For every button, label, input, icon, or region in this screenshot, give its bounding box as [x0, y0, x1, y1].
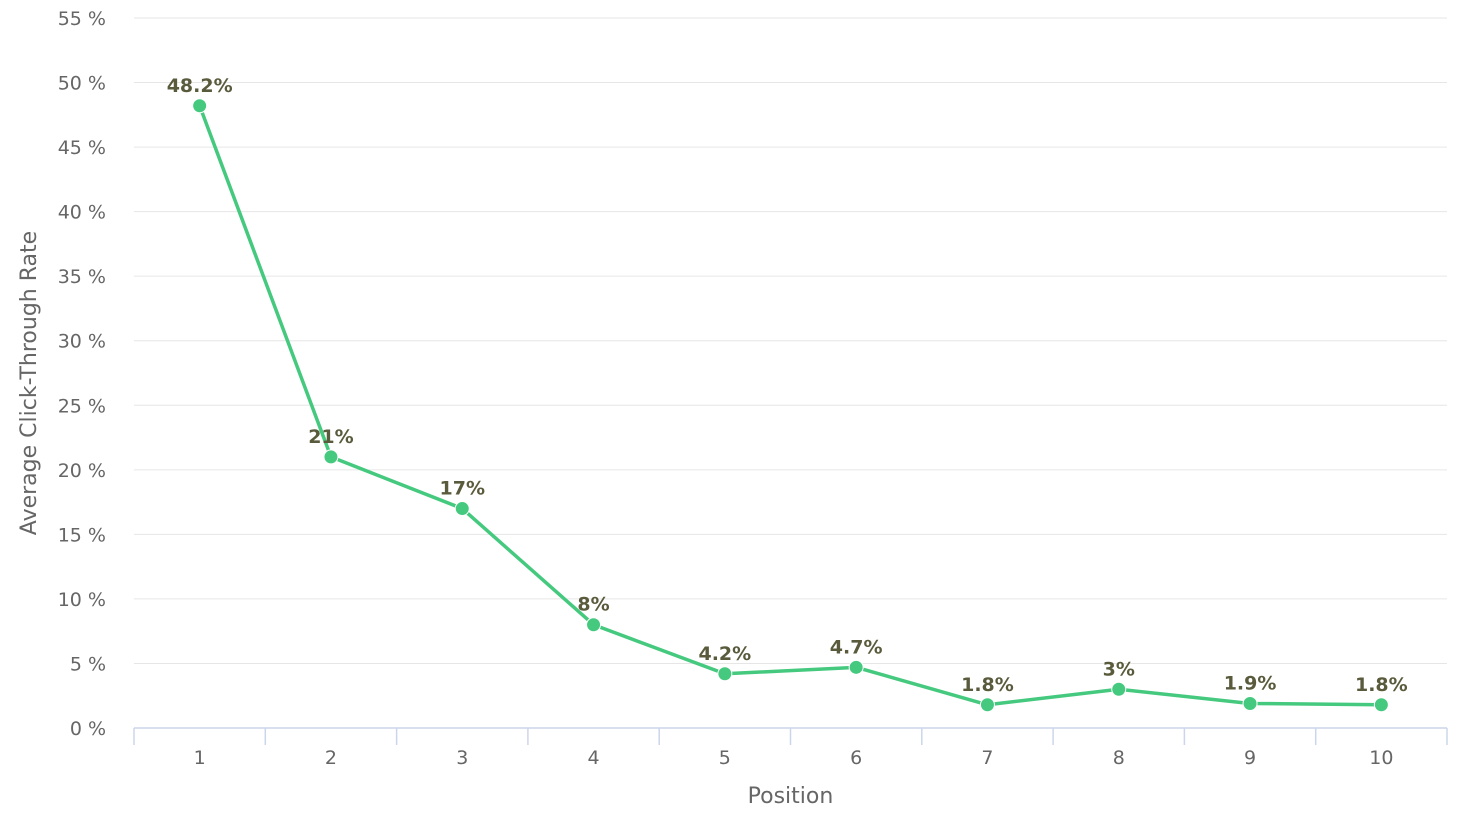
x-tick-label: 10 [1369, 747, 1393, 769]
data-point[interactable] [979, 697, 995, 713]
y-tick-label: 35 % [58, 266, 106, 288]
data-label: 1.8% [961, 674, 1014, 696]
y-tick-label: 20 % [58, 460, 106, 482]
y-tick-label: 30 % [58, 331, 106, 353]
y-axis-ticks: 0 % 5 % 10 % 15 % 20 % 25 % 30 % 35 % 40 % 45 % 50… [58, 8, 106, 740]
data-point[interactable] [1111, 681, 1127, 697]
data-label: 1.8% [1355, 674, 1408, 696]
y-tick-label: 55 % [58, 8, 106, 30]
y-tick-label: 5 % [70, 653, 106, 675]
x-tick-label: 2 [325, 747, 337, 769]
y-tick-label: 45 % [58, 137, 106, 159]
data-label: 48.2% [167, 75, 233, 97]
data-label: 1.9% [1224, 672, 1277, 694]
data-label: 4.2% [698, 643, 751, 665]
gridlines [134, 17, 1447, 664]
data-point[interactable] [586, 617, 602, 633]
data-point[interactable] [717, 666, 733, 682]
data-label: 3% [1103, 658, 1135, 680]
x-tick-label: 3 [456, 747, 468, 769]
x-tick-label: 8 [1113, 747, 1125, 769]
data-label: 4.7% [830, 636, 883, 658]
x-tick-label: 9 [1244, 747, 1256, 769]
x-tick-label: 5 [719, 747, 731, 769]
data-label: 17% [440, 478, 485, 500]
data-point[interactable] [454, 501, 470, 517]
data-point[interactable] [1373, 697, 1389, 713]
series-line [197, 104, 1384, 707]
data-labels: 48.2% 21% 17% 8% 4.2% 4.7% 1.8% 3% 1.9% 1.8% [167, 75, 1408, 696]
x-tick-label: 7 [981, 747, 993, 769]
x-tick-label: 6 [850, 747, 862, 769]
data-point[interactable] [848, 659, 864, 675]
x-axis: 1 2 3 4 5 6 7 8 9 10 [133, 727, 1448, 769]
y-tick-label: 0 % [70, 718, 106, 740]
y-tick-label: 50 % [58, 73, 106, 95]
data-label: 8% [577, 594, 609, 616]
y-tick-label: 40 % [58, 202, 106, 224]
data-point[interactable] [323, 449, 339, 465]
y-tick-label: 25 % [58, 395, 106, 417]
y-tick-label: 10 % [58, 589, 106, 611]
y-axis-title: Average Click-Through Rate [17, 231, 42, 535]
data-point[interactable] [192, 98, 208, 114]
data-label: 21% [308, 426, 353, 448]
x-tick-label: 1 [194, 747, 206, 769]
series-layer [192, 98, 1389, 713]
y-tick-label: 15 % [58, 524, 106, 546]
x-axis-title: Position [748, 784, 834, 809]
data-point[interactable] [1242, 695, 1258, 711]
x-tick-label: 4 [588, 747, 600, 769]
